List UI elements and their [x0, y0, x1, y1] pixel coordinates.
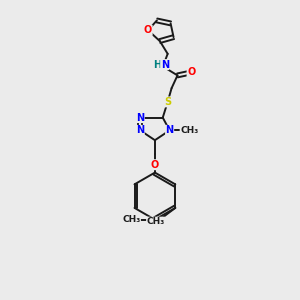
Text: CH₃: CH₃	[147, 217, 165, 226]
Text: O: O	[187, 68, 195, 77]
Text: CH₃: CH₃	[122, 215, 140, 224]
Text: CH₃: CH₃	[180, 126, 198, 135]
Text: N: N	[166, 125, 174, 135]
Text: S: S	[164, 97, 171, 107]
Text: N: N	[136, 125, 144, 135]
Text: N: N	[161, 60, 169, 70]
Text: N: N	[136, 112, 144, 123]
Text: H: H	[153, 60, 161, 70]
Text: O: O	[151, 160, 159, 170]
Text: O: O	[144, 25, 152, 35]
